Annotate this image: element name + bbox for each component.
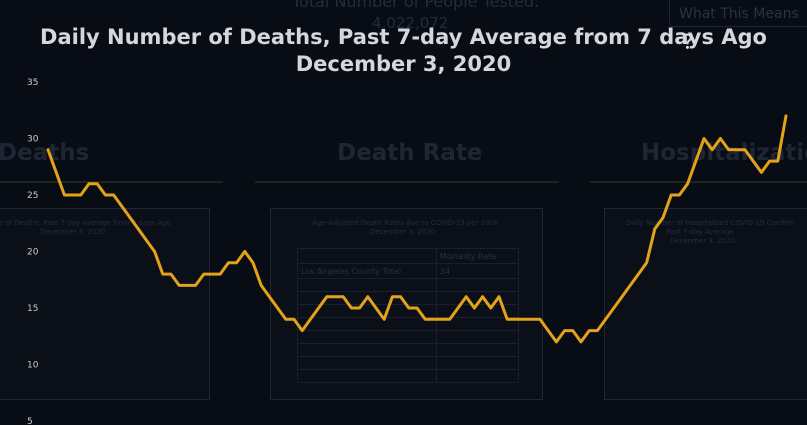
hospitalization-card[interactable] bbox=[604, 208, 807, 400]
deaths-card-date: December 3, 2020 bbox=[40, 228, 106, 236]
chart-title: Daily Number of Deaths, Past 7-day Avera… bbox=[40, 25, 767, 49]
hospitalization-card-sub: Past 7-day Average bbox=[666, 228, 734, 236]
section-divider bbox=[0, 181, 223, 183]
y-tick-label: 20 bbox=[27, 248, 39, 258]
y-tick-label: 5 bbox=[27, 417, 33, 425]
y-tick-label: 35 bbox=[27, 78, 38, 88]
section-divider bbox=[590, 181, 807, 183]
y-tick-label: 15 bbox=[27, 304, 38, 314]
y-tick-label: 10 bbox=[27, 361, 39, 371]
y-tick-label: 25 bbox=[27, 191, 38, 201]
deaths-card[interactable] bbox=[0, 208, 210, 400]
death-rate-card-date: December 3, 2020 bbox=[370, 228, 436, 236]
y-tick-label: 30 bbox=[27, 135, 39, 145]
section-title-deaths: Deaths bbox=[0, 140, 90, 166]
help-icon: ❔ bbox=[679, 34, 697, 50]
what-this-means-button[interactable]: What This Means ❔ bbox=[669, 0, 807, 50]
series-group bbox=[46, 114, 788, 344]
hospitalization-card-date: December 3, 2020 bbox=[670, 237, 736, 245]
section-divider bbox=[255, 181, 559, 183]
section-title-death-rate: Death Rate bbox=[337, 140, 483, 166]
what-this-means-label: What This Means bbox=[679, 6, 799, 22]
deaths-card-title: r of Deaths, Past 7-day Average from 7 d… bbox=[0, 219, 171, 227]
death-rate-table: Mortality Rate Los Angeles County Total 2… bbox=[297, 248, 520, 383]
tested-value: 4,022,072 bbox=[372, 14, 449, 32]
chart-title-block: Daily Number of Deaths, Past 7-day Avera… bbox=[0, 24, 807, 78]
y-axis: 5 10 15 20 25 30 35 bbox=[27, 78, 39, 425]
death-rate-card-title: Age-Adjusted Death Rates due to COVID-19… bbox=[312, 219, 499, 227]
chart-subtitle: December 3, 2020 bbox=[295, 52, 512, 76]
tested-label: Total Number of People Tested: bbox=[292, 0, 540, 11]
hospitalization-card-title: Daily Number of Hospitalized COVID-19 Co… bbox=[626, 219, 795, 227]
